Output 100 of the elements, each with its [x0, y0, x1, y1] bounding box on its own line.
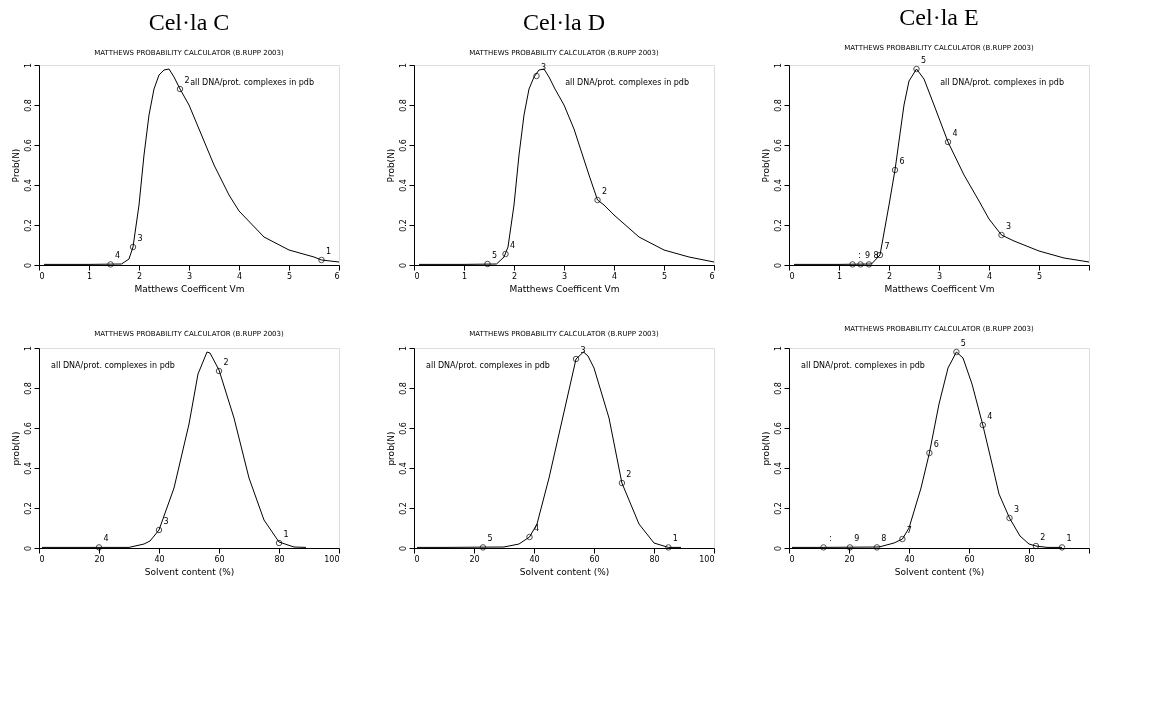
- annotation: all DNA/prot. complexes in pdb: [940, 78, 1064, 87]
- y-tick-label: 0.6: [23, 422, 33, 435]
- y-axis-title: Prob(N): [760, 148, 771, 183]
- chart-title: Cel·la D: [523, 9, 605, 36]
- annotation: 5: [960, 339, 966, 348]
- y-tick-label: 0.8: [773, 382, 783, 395]
- annotation: :: [829, 534, 832, 544]
- x-tick-label: 0: [39, 271, 45, 281]
- y-tick-label: 0: [773, 545, 783, 552]
- y-tick-label: 0.4: [773, 179, 783, 192]
- annotation: 4: [987, 412, 993, 421]
- x-tick-label: 5: [661, 271, 668, 281]
- annotation: 3: [137, 234, 143, 243]
- x-axis-title: Matthews Coefficent Vm: [509, 283, 620, 294]
- x-tick-label: 4: [611, 271, 618, 281]
- y-tick-label: 0.4: [398, 462, 408, 475]
- y-tick-label: 1: [773, 345, 783, 352]
- x-tick-label: 60: [214, 554, 225, 564]
- x-tick-label: 40: [154, 554, 165, 564]
- y-tick-label: 0.6: [773, 422, 783, 435]
- annotation: :: [858, 251, 861, 261]
- x-tick-label: 5: [286, 271, 293, 281]
- x-tick-label: 1: [461, 271, 468, 281]
- annotation: 1: [283, 530, 289, 539]
- annotation: 3: [163, 517, 169, 526]
- x-tick-label: 2: [886, 271, 893, 281]
- x-tick-label: 6: [709, 271, 715, 281]
- x-tick-label: 80: [649, 554, 660, 564]
- annotation: 1: [672, 534, 678, 544]
- y-tick-label: 0.8: [398, 99, 408, 112]
- x-tick-label: 4: [236, 271, 243, 281]
- annotation: 5: [491, 251, 498, 260]
- x-tick-label: 0: [789, 271, 795, 281]
- y-axis-title: prob(N): [760, 431, 771, 466]
- x-tick-label: 2: [511, 271, 518, 281]
- annotation: 2: [223, 358, 229, 367]
- annotation: 1: [325, 247, 332, 256]
- y-tick-label: 0.2: [398, 502, 408, 515]
- x-tick-label: 4: [986, 271, 993, 281]
- y-tick-label: 0.2: [23, 502, 33, 515]
- annotation: 3: [1013, 505, 1020, 514]
- x-tick-label: 40: [529, 554, 540, 564]
- y-tick-label: 0.4: [773, 462, 783, 475]
- annotation: 1: [1066, 534, 1072, 544]
- x-tick-label: 6: [334, 271, 340, 281]
- y-tick-label: 0.2: [398, 219, 408, 232]
- y-tick-label: 0.8: [23, 99, 33, 112]
- y-tick-label: 0: [398, 545, 408, 552]
- annotation: 3: [1005, 222, 1012, 231]
- x-tick-label: 20: [469, 554, 480, 564]
- y-tick-label: 1: [23, 62, 33, 69]
- y-tick-label: 0.2: [773, 219, 783, 232]
- y-tick-label: 0.6: [23, 139, 33, 152]
- annotation: all DNA/prot. complexes in pdb: [565, 78, 689, 87]
- x-tick-label: 0: [789, 554, 795, 564]
- annotation: 9: [854, 534, 860, 544]
- annotation: 7: [884, 242, 890, 251]
- x-tick-label: 3: [561, 271, 568, 281]
- x-tick-label: 0: [414, 271, 420, 281]
- annotation: 8: [881, 534, 887, 544]
- annotation: all DNA/prot. complexes in pdb: [190, 78, 314, 87]
- y-tick-label: 1: [398, 62, 408, 69]
- chart-title: Cel·la E: [899, 4, 979, 30]
- y-tick-label: 0: [773, 262, 783, 269]
- x-tick-label: 0: [414, 554, 420, 564]
- annotation: 2: [626, 470, 632, 479]
- annotation: 4: [103, 534, 109, 544]
- y-axis-title: Prob(N): [10, 148, 21, 183]
- x-axis-title: Solvent content (%): [519, 566, 610, 577]
- y-tick-label: 0.6: [398, 139, 408, 152]
- x-tick-label: 100: [324, 554, 340, 564]
- annotation: 8: [873, 251, 879, 261]
- annotation: all DNA/prot. complexes in pdb: [51, 361, 175, 370]
- x-tick-label: 0: [39, 554, 45, 564]
- x-axis-title: Solvent content (%): [144, 566, 235, 577]
- x-axis-title: Matthews Coefficent Vm: [134, 283, 245, 294]
- y-tick-label: 1: [773, 62, 783, 69]
- y-tick-label: 0.8: [398, 382, 408, 395]
- x-tick-label: 20: [94, 554, 105, 564]
- y-tick-label: 0.2: [773, 502, 783, 515]
- annotation: 2: [184, 76, 190, 85]
- annotation: 4: [114, 251, 121, 261]
- x-tick-label: 20: [844, 554, 855, 564]
- x-tick-label: 80: [274, 554, 285, 564]
- annotation: all DNA/prot. complexes in pdb: [801, 361, 925, 370]
- y-tick-label: 0.8: [23, 382, 33, 395]
- annotation: 4: [952, 129, 958, 138]
- x-tick-label: 2: [136, 271, 143, 281]
- x-axis-title: Solvent content (%): [894, 566, 985, 577]
- x-tick-label: 5: [1036, 271, 1043, 281]
- x-tick-label: 3: [936, 271, 943, 281]
- y-tick-label: 1: [23, 345, 33, 352]
- y-axis-title: Prob(N): [385, 148, 396, 183]
- x-tick-label: 1: [86, 271, 93, 281]
- y-axis-title: prob(N): [10, 431, 21, 466]
- y-tick-label: 1: [398, 345, 408, 352]
- annotation: 5: [920, 56, 927, 65]
- x-tick-label: 80: [1024, 554, 1035, 564]
- annotation: 4: [509, 241, 516, 250]
- annotation: 2: [601, 187, 608, 196]
